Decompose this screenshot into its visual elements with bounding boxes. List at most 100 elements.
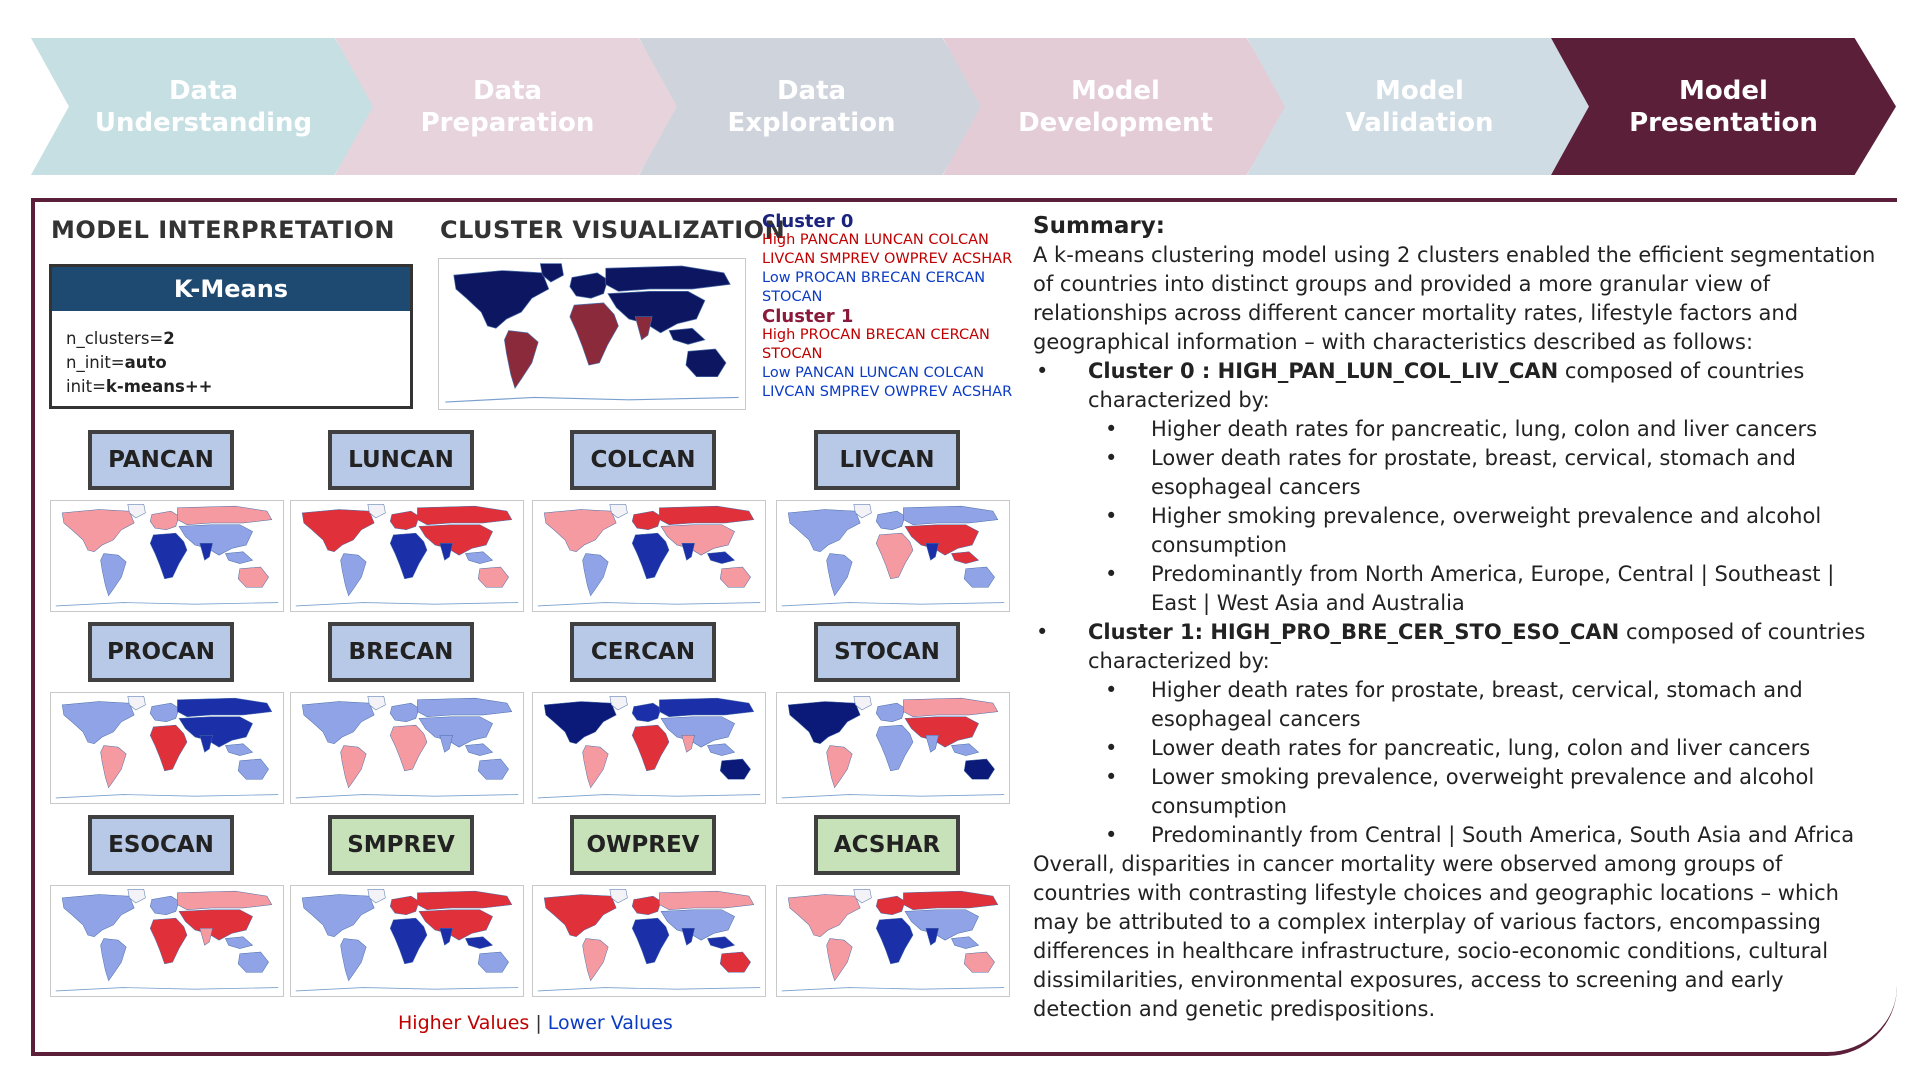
region-ru <box>659 890 755 910</box>
world-map-graphic <box>55 504 279 607</box>
region-au <box>719 566 751 588</box>
cluster1-point: Predominantly from Central | South Ameri… <box>1033 821 1883 850</box>
region-in <box>439 543 453 561</box>
region-ru <box>903 505 999 525</box>
value-color-legend: Higher Values | Lower Values <box>398 1012 673 1034</box>
region-ru <box>903 697 999 717</box>
summary-conclusion: Overall, disparities in cancer mortality… <box>1033 852 1839 1021</box>
region-sa <box>340 745 367 789</box>
region-sea <box>707 936 736 949</box>
summary-panel: Summary: A k-means clustering model usin… <box>1033 212 1883 1024</box>
variable-map-pancan <box>50 500 284 612</box>
region-sa <box>582 553 609 597</box>
param-n-clusters: n_clusters=2 <box>66 329 175 348</box>
region-in <box>634 316 653 341</box>
region-ru <box>417 697 513 717</box>
process-step-label: Model Validation <box>1345 75 1494 138</box>
region-as <box>660 716 735 748</box>
variable-map-livcan <box>776 500 1010 612</box>
variable-map-cercan <box>532 692 766 804</box>
region-in <box>681 735 695 753</box>
region-in <box>199 543 213 561</box>
variable-label-livcan: LIVCAN <box>814 430 960 490</box>
process-step: Data Understanding <box>31 38 376 175</box>
antarctica-outline <box>55 987 279 992</box>
region-as <box>418 909 493 941</box>
region-na <box>61 701 135 745</box>
legend-higher: Higher Values <box>398 1012 530 1034</box>
region-gl <box>853 504 872 519</box>
cluster0-point: Predominantly from North America, Europe… <box>1033 560 1883 618</box>
antarctica-outline <box>537 794 761 799</box>
variable-label-pancan: PANCAN <box>88 430 234 490</box>
cluster-legend: Cluster 0 High PANCAN LUNCAN COLCAN LIVC… <box>762 212 1032 402</box>
variable-map-esocan <box>50 885 284 997</box>
region-eu <box>875 510 906 531</box>
region-na <box>787 894 861 938</box>
region-na <box>543 701 617 745</box>
region-eu <box>631 702 662 723</box>
region-ru <box>177 697 273 717</box>
kmeans-card-header: K-Means <box>52 267 410 311</box>
region-sa <box>582 938 609 982</box>
region-na <box>301 701 375 745</box>
process-step: Data Exploration <box>639 38 984 175</box>
region-sea <box>225 743 254 756</box>
region-au <box>963 758 995 780</box>
antarctica-outline <box>55 794 279 799</box>
region-in <box>439 735 453 753</box>
region-ru <box>605 265 731 292</box>
region-in <box>199 735 213 753</box>
antarctica-outline <box>537 602 761 607</box>
region-sea <box>465 743 494 756</box>
region-na <box>301 894 375 938</box>
antarctica-outline <box>781 602 1005 607</box>
antarctica-outline <box>781 794 1005 799</box>
region-sa <box>582 745 609 789</box>
region-as <box>418 716 493 748</box>
process-step-label: Data Preparation <box>420 75 595 138</box>
cluster-world-map <box>438 258 746 410</box>
cluster-visualization-title: CLUSTER VISUALIZATION <box>440 216 786 244</box>
cluster1-suffix: composed of countries characterized by: <box>1088 620 1866 673</box>
region-eu <box>389 895 420 916</box>
antarctica-outline <box>55 602 279 607</box>
region-af <box>389 532 428 580</box>
antarctica-outline <box>295 602 519 607</box>
region-af <box>875 532 914 580</box>
variable-label-stocan: STOCAN <box>814 622 960 682</box>
cluster1-bullet: Cluster 1: HIGH_PRO_BRE_CER_STO_ESO_CAN … <box>1033 618 1883 676</box>
region-gl <box>853 696 872 711</box>
region-sa <box>340 938 367 982</box>
region-as <box>418 524 493 556</box>
world-map-graphic <box>295 504 519 607</box>
kmeans-parameters-card: K-Means n_clusters=2 n_init=auto init=k-… <box>49 264 413 409</box>
region-sa <box>504 330 539 389</box>
region-sea <box>465 936 494 949</box>
region-au <box>963 566 995 588</box>
region-au <box>237 566 269 588</box>
region-as <box>660 524 735 556</box>
region-au <box>237 951 269 973</box>
region-af <box>389 917 428 965</box>
variable-map-acshar <box>776 885 1010 997</box>
region-in <box>925 735 939 753</box>
process-step: Model Validation <box>1247 38 1592 175</box>
region-gl <box>367 696 386 711</box>
region-sa <box>100 745 127 789</box>
cluster1-point: Lower smoking prevalence, overweight pre… <box>1033 763 1883 821</box>
region-na <box>301 509 375 553</box>
region-eu <box>875 895 906 916</box>
region-eu <box>569 272 609 299</box>
region-eu <box>875 702 906 723</box>
region-sea <box>668 327 706 345</box>
region-in <box>199 928 213 946</box>
variable-label-smprev: SMPREV <box>328 815 474 875</box>
process-step-label: Data Exploration <box>727 75 896 138</box>
world-map-graphic <box>781 696 1005 799</box>
region-as <box>178 716 253 748</box>
region-as <box>660 909 735 941</box>
region-au <box>963 951 995 973</box>
region-na <box>61 509 135 553</box>
cluster1-point: Higher death rates for prostate, breast,… <box>1033 676 1883 734</box>
